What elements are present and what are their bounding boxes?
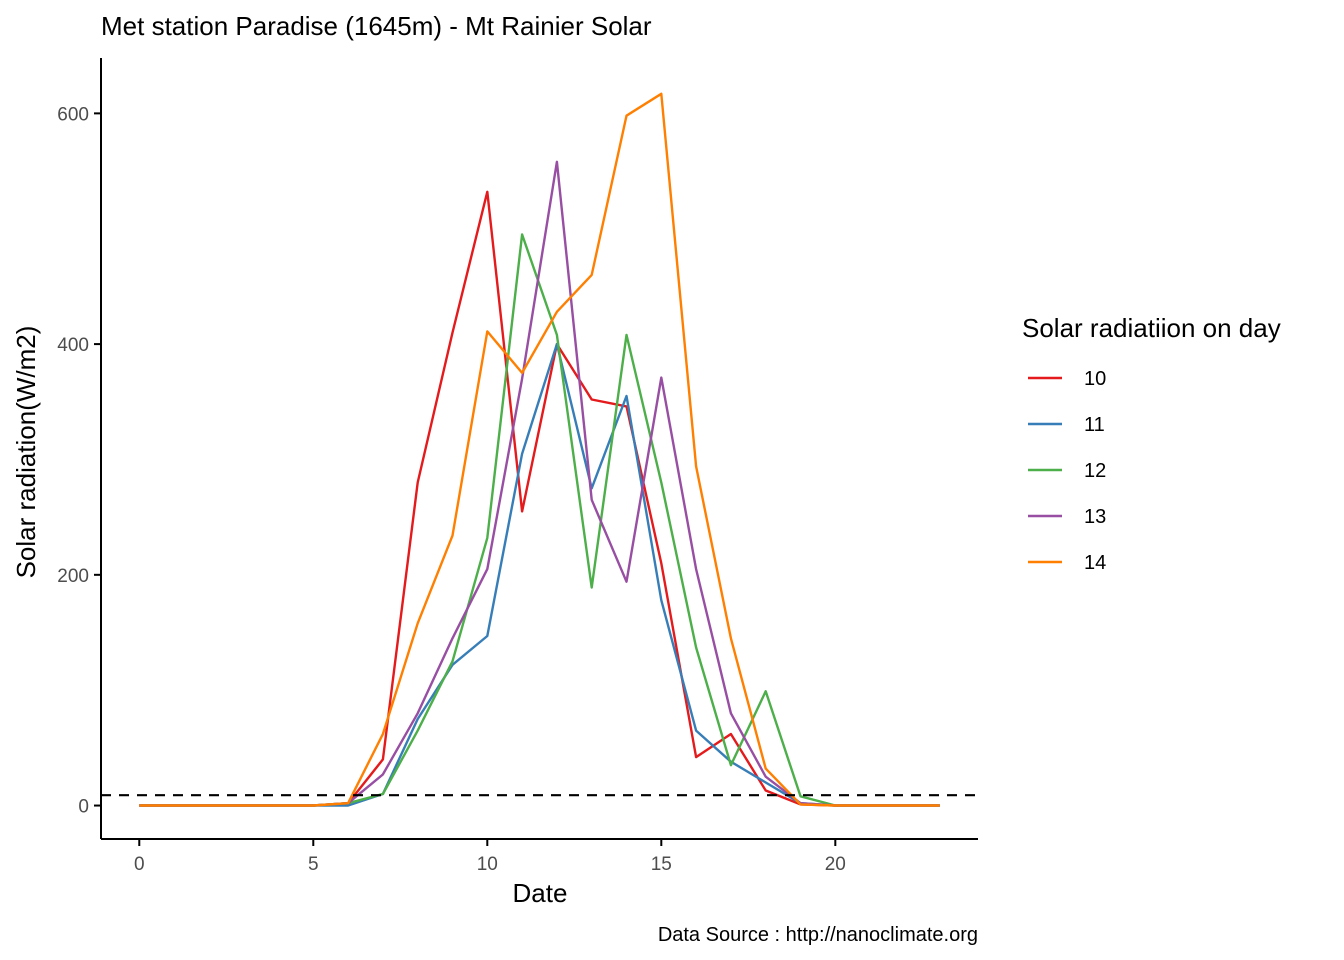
data-source-caption: Data Source : http://nanoclimate.org xyxy=(658,924,978,946)
legend-label-day-11: 11 xyxy=(1084,414,1105,436)
y-tick-label: 200 xyxy=(57,566,89,587)
chart-title: Met station Paradise (1645m) - Mt Rainie… xyxy=(101,11,652,41)
series-line-day-12 xyxy=(139,233,940,807)
x-tick-label: 15 xyxy=(651,854,672,875)
legend: 10 11 12 13 14 xyxy=(1028,368,1106,574)
series-line-day-13 xyxy=(139,160,940,807)
x-axis-title: Date xyxy=(513,878,568,908)
x-tick-label: 10 xyxy=(477,854,498,875)
legend-title: Solar radiatiion on day xyxy=(1022,313,1281,343)
x-tick-label: 20 xyxy=(825,854,846,875)
x-tick-label: 0 xyxy=(134,854,145,875)
y-tick-label: 0 xyxy=(78,797,89,818)
series-line-day-11 xyxy=(139,342,940,807)
legend-label-day-10: 10 xyxy=(1084,368,1106,390)
y-tick-label: 600 xyxy=(57,104,89,125)
legend-label-day-14: 14 xyxy=(1084,552,1106,574)
x-axis-ticks: 0 5 10 15 20 xyxy=(134,839,846,875)
y-axis-ticks: 0 200 400 600 xyxy=(57,104,101,818)
x-tick-label: 5 xyxy=(308,854,319,875)
legend-label-day-12: 12 xyxy=(1084,460,1106,482)
y-axis-title: Solar radiation(W/m2) xyxy=(11,326,41,579)
y-tick-label: 400 xyxy=(57,335,89,356)
series-line-day-14 xyxy=(139,92,940,807)
legend-label-day-13: 13 xyxy=(1084,506,1106,528)
plot-series xyxy=(139,92,940,807)
